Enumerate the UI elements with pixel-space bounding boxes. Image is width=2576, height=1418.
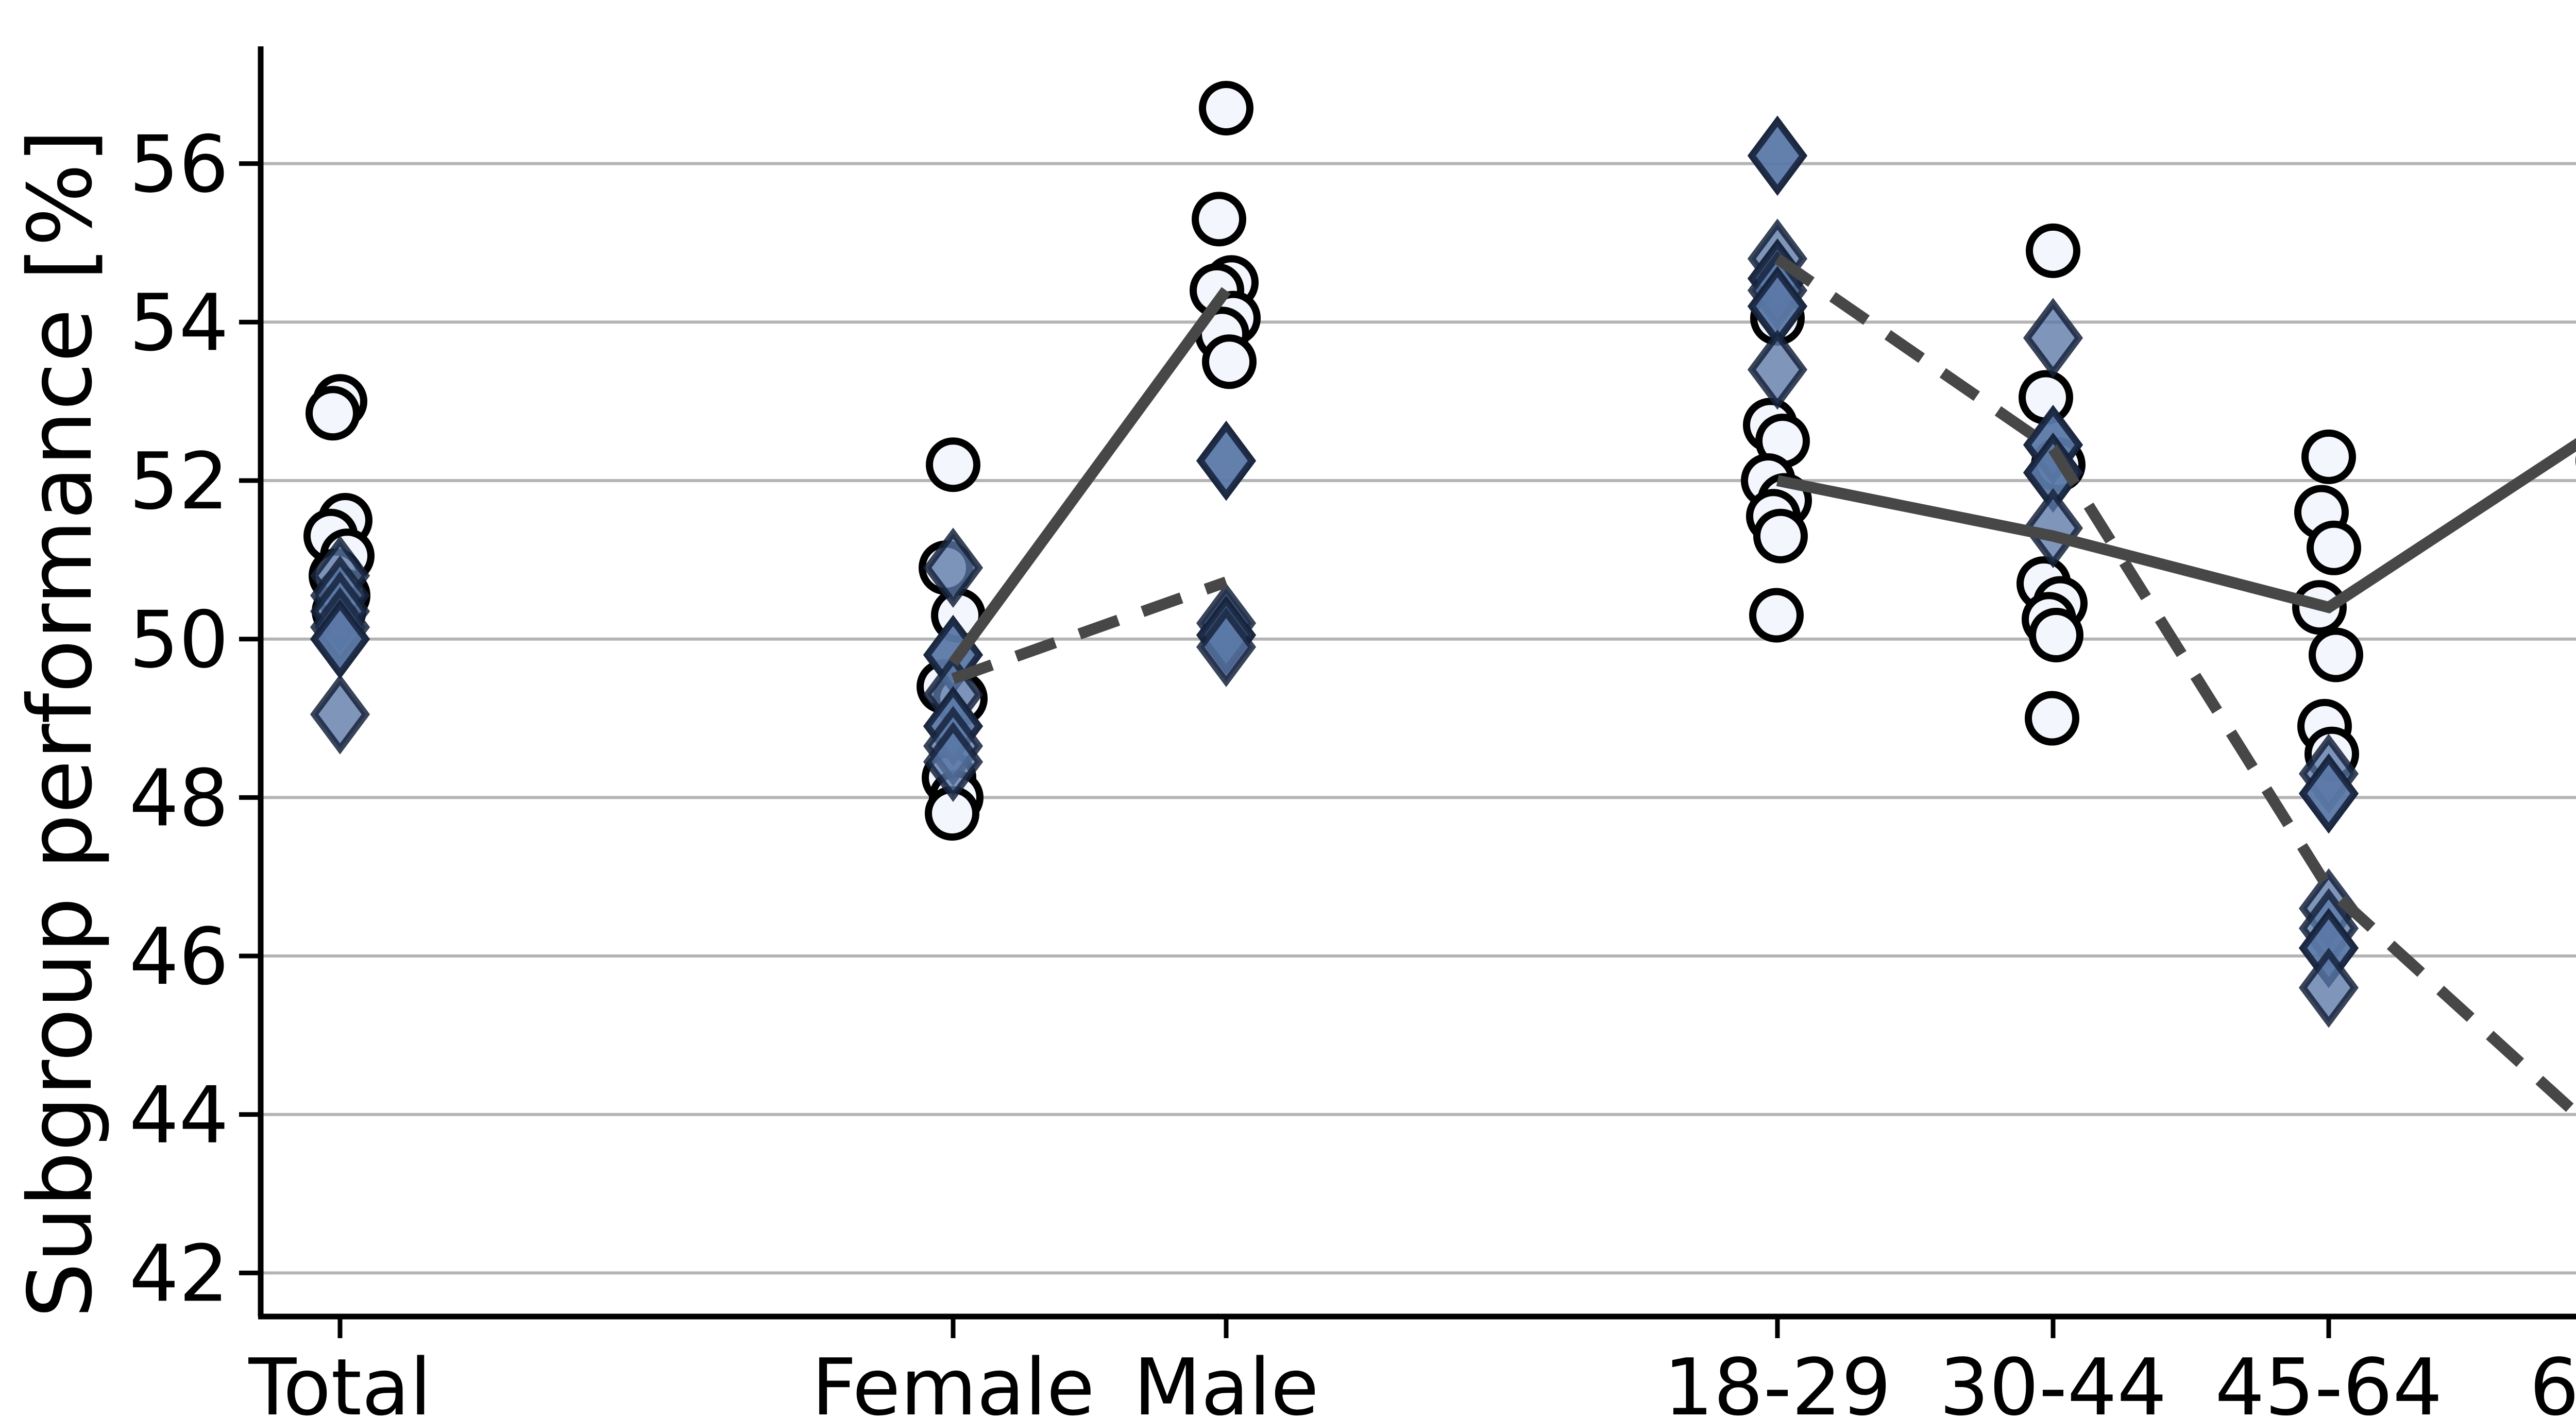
source-mean-line xyxy=(1776,438,2576,614)
source-point xyxy=(2029,608,2083,663)
source-point xyxy=(2019,370,2073,425)
target-point xyxy=(923,527,984,608)
source-point xyxy=(2309,627,2363,682)
y-tick-label: 54 xyxy=(129,277,229,368)
source-point xyxy=(1199,80,1253,135)
source-point xyxy=(1192,192,1246,247)
x-tick-label: 65+ xyxy=(2530,1342,2576,1418)
y-tick-label: 50 xyxy=(129,594,229,686)
y-tick-label: 56 xyxy=(129,119,229,210)
y-tick-label: 46 xyxy=(129,911,229,1002)
y-axis-title: Subgroup performance [%] xyxy=(10,129,112,1319)
target-point xyxy=(923,722,984,802)
source-mean-line xyxy=(948,287,1231,667)
target-point xyxy=(2023,298,2083,378)
source-point xyxy=(2307,520,2361,575)
target-point xyxy=(1196,420,1257,501)
source-point xyxy=(2025,691,2079,746)
source-point xyxy=(2301,429,2356,484)
source-point xyxy=(306,386,360,441)
y-tick-label: 48 xyxy=(129,753,229,844)
x-tick-label: 45-64 xyxy=(2215,1342,2443,1418)
target-point xyxy=(2023,488,2083,569)
x-tick-label: 18-29 xyxy=(1664,1342,1891,1418)
y-tick-label: 42 xyxy=(129,1228,229,1319)
target-point xyxy=(2298,753,2359,834)
target-point xyxy=(310,674,370,755)
source-point xyxy=(1202,334,1257,389)
x-tick-label: 30-44 xyxy=(1939,1342,2167,1418)
source-point xyxy=(1753,508,1808,563)
target-mean-line xyxy=(1774,254,2576,1121)
target-point xyxy=(1747,115,1808,196)
x-tick-label: Female xyxy=(811,1342,1095,1418)
y-tick-label: 52 xyxy=(129,436,229,527)
source-point xyxy=(2026,223,2080,278)
target-mean-line xyxy=(951,576,1228,684)
target-point xyxy=(310,599,370,679)
target-point xyxy=(1196,607,1257,687)
y-tick-label: 44 xyxy=(129,1070,229,1161)
target-point xyxy=(2298,947,2359,1028)
target-point xyxy=(1747,329,1808,410)
source-point xyxy=(926,437,980,492)
x-tick-label: Male xyxy=(1133,1342,1319,1418)
x-tick-label: Total xyxy=(248,1342,432,1418)
source-point xyxy=(1749,588,1804,643)
